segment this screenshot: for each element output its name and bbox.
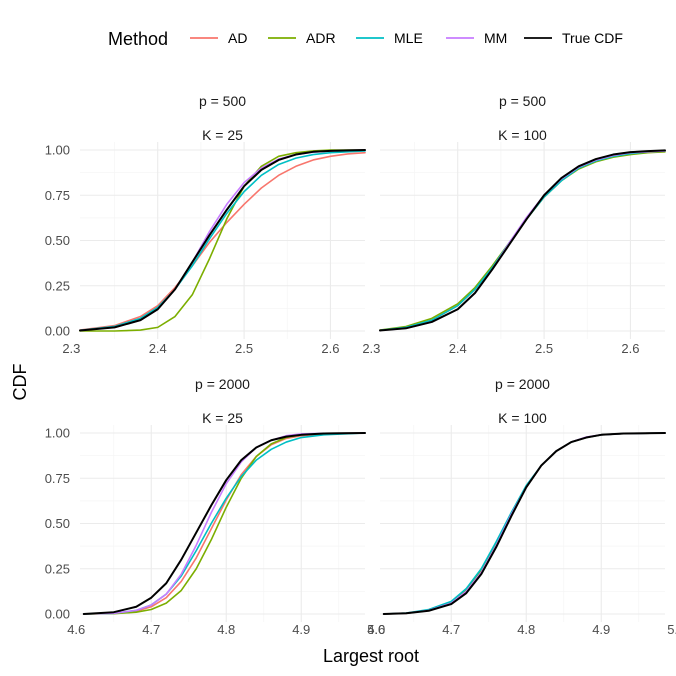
- series-line-true-cdf: [79, 149, 366, 332]
- x-tick-label: 2.3: [362, 341, 380, 356]
- series-line-ad: [82, 432, 366, 615]
- x-tick-label: 2.6: [621, 341, 639, 356]
- y-tick-label: 0.75: [45, 471, 70, 486]
- y-tick-label: 1.00: [45, 143, 70, 158]
- x-tick-label: 4.7: [142, 622, 160, 637]
- x-tick-label: 4.8: [517, 622, 535, 637]
- x-tick-label: 4.9: [292, 622, 310, 637]
- panel-1-1: p = 2000 K = 100 4.6 4.7 4.8 4.9 5.0: [367, 376, 676, 637]
- x-axis-title: Largest root: [323, 646, 419, 666]
- legend-item-adr: ADR: [268, 30, 336, 46]
- legend-item-ad: AD: [190, 30, 247, 46]
- panels: p = 500 K = 25 0.00 0.25 0.50 0.75 1.00 2.3 2.4 2…: [45, 93, 676, 637]
- x-tick-label: 4.6: [67, 622, 85, 637]
- y-tick-label: 0.50: [45, 516, 70, 531]
- strip-label-p: p = 500: [499, 93, 546, 109]
- x-tick-label: 4.9: [592, 622, 610, 637]
- legend: Method AD ADR MLE MM True CDF: [108, 29, 623, 49]
- x-tick-label: 2.3: [62, 341, 80, 356]
- panel-1-0: p = 2000 K = 25 0.00 0.25 0.50 0.75 1.00 4.6 4.7…: [45, 376, 386, 637]
- series-line-true-cdf: [82, 432, 366, 615]
- strip-label-p: p = 2000: [495, 376, 550, 392]
- legend-label: MLE: [394, 30, 423, 46]
- x-tick-label: 4.8: [217, 622, 235, 637]
- strip-label-k: K = 25: [202, 410, 243, 426]
- y-axis-title: CDF: [10, 364, 30, 401]
- y-tick-label: 0.50: [45, 233, 70, 248]
- legend-item-mle: MLE: [356, 30, 423, 46]
- x-tick-label: 2.5: [235, 341, 253, 356]
- x-tick-label: 5.0: [667, 622, 676, 637]
- legend-label: MM: [484, 30, 507, 46]
- panel-0-0: p = 500 K = 25 0.00 0.25 0.50 0.75 1.00 2.3 2.4 2…: [45, 93, 366, 356]
- strip-label-k: K = 25: [202, 127, 243, 143]
- x-tick-label: 2.6: [321, 341, 339, 356]
- legend-title: Method: [108, 29, 168, 49]
- x-tick-label: 4.6: [367, 622, 385, 637]
- series-line-ad: [79, 151, 366, 331]
- y-tick-label: 0.25: [45, 278, 70, 293]
- panel-0-1: p = 500 K = 100 2.3 2.4 2.5 2.6: [362, 93, 666, 356]
- x-tick-label: 5.0: [367, 622, 385, 637]
- series-line-mle: [79, 150, 366, 332]
- legend-label: ADR: [306, 30, 336, 46]
- series-line-true-cdf: [379, 149, 666, 332]
- strip-label-p: p = 500: [199, 93, 246, 109]
- legend-item-true-cdf: True CDF: [524, 30, 623, 46]
- strip-label-p: p = 2000: [195, 376, 250, 392]
- x-tick-label: 4.7: [442, 622, 460, 637]
- legend-label: AD: [228, 30, 247, 46]
- strip-label-k: K = 100: [498, 410, 547, 426]
- strip-label-k: K = 100: [498, 127, 547, 143]
- y-tick-label: 0.00: [45, 607, 70, 622]
- y-tick-label: 1.00: [45, 426, 70, 441]
- y-tick-label: 0.25: [45, 561, 70, 576]
- x-tick-label: 2.4: [449, 341, 467, 356]
- legend-label: True CDF: [562, 30, 623, 46]
- y-tick-label: 0.00: [45, 324, 70, 339]
- x-tick-label: 2.4: [149, 341, 167, 356]
- legend-item-mm: MM: [446, 30, 507, 46]
- y-tick-label: 0.75: [45, 188, 70, 203]
- x-tick-label: 2.5: [535, 341, 553, 356]
- series-line-true-cdf: [382, 432, 666, 615]
